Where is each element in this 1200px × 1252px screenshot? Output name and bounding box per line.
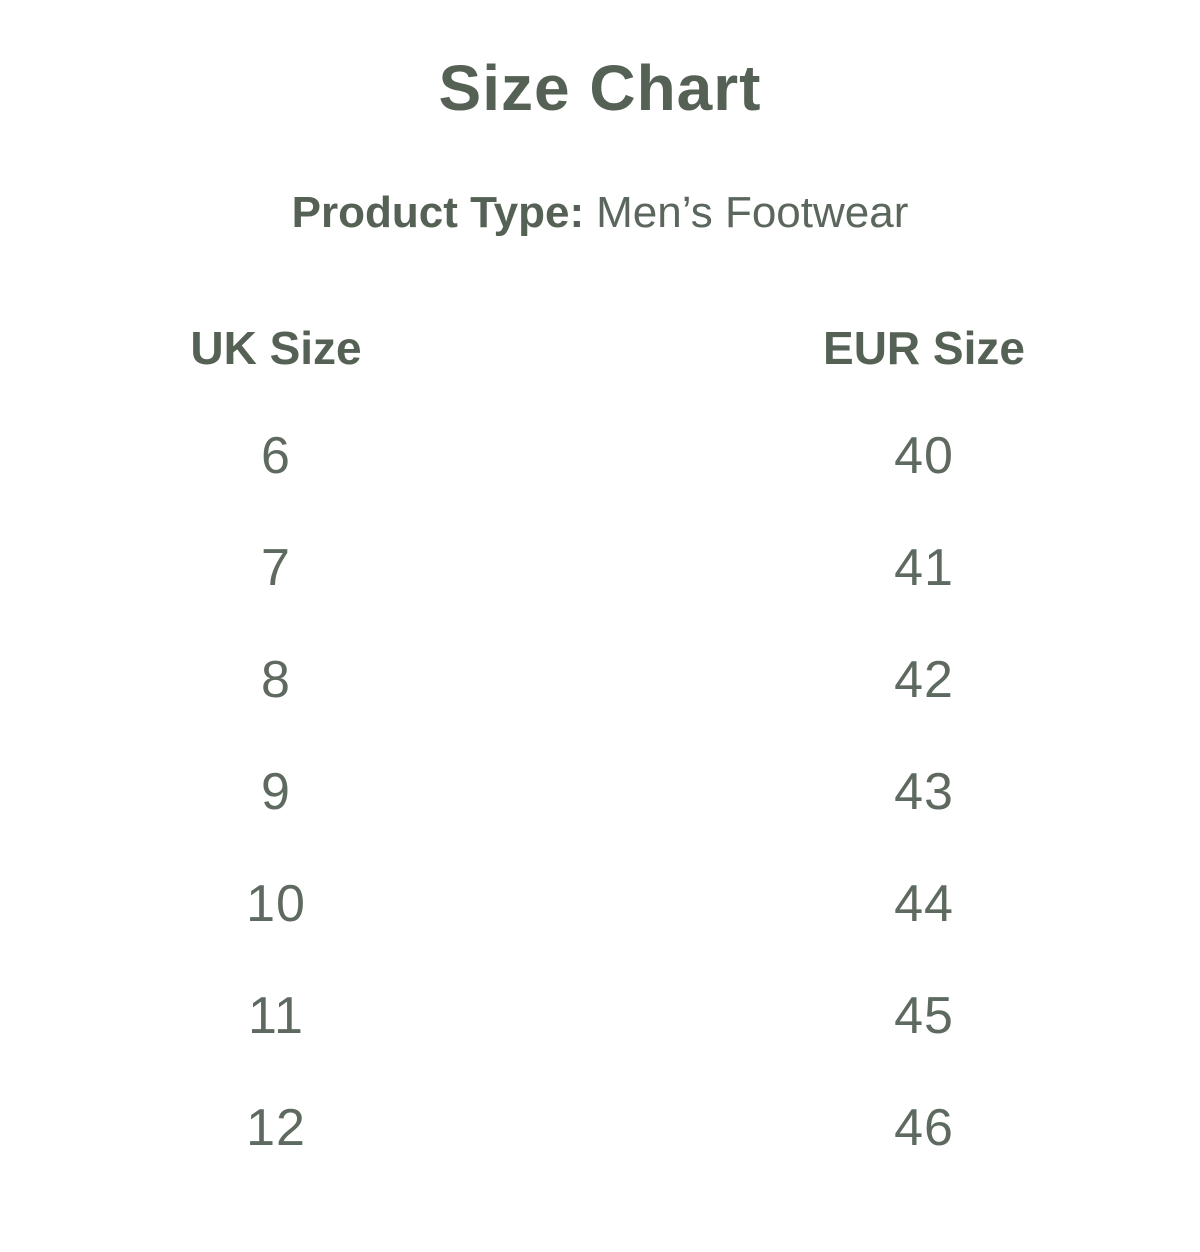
page-title: Size Chart	[438, 52, 762, 124]
eur-size-value: 45	[894, 987, 954, 1046]
eur-size-value: 41	[894, 539, 954, 598]
eur-size-value: 46	[894, 1099, 954, 1158]
eur-size-value: 43	[894, 763, 954, 822]
uk-size-value: 12	[246, 1099, 306, 1158]
size-table-header-row: UK Size EUR Size	[0, 318, 1200, 378]
table-row: 8 42	[0, 624, 1200, 736]
product-type-value: Men’s Footwear	[596, 187, 909, 237]
table-row: 12 46	[0, 1072, 1200, 1184]
size-chart-page: Size Chart Product Type: Men’s Footwear U…	[0, 52, 1200, 1184]
eur-size-value: 42	[894, 651, 954, 710]
eur-size-value: 44	[894, 875, 954, 934]
uk-size-value: 10	[246, 875, 306, 934]
table-row: 7 41	[0, 512, 1200, 624]
uk-size-value: 8	[261, 651, 291, 710]
table-row: 11 45	[0, 960, 1200, 1072]
column-header-uk-size: UK Size	[190, 322, 362, 375]
table-row: 10 44	[0, 848, 1200, 960]
table-row: 6 40	[0, 400, 1200, 512]
uk-size-value: 7	[261, 539, 291, 598]
eur-size-value: 40	[894, 427, 954, 486]
table-row: 9 43	[0, 736, 1200, 848]
column-header-eur-size: EUR Size	[823, 322, 1025, 375]
size-table-body: 6 40 7 41 8 42 9 43 10 44 11 45	[0, 400, 1200, 1184]
uk-size-value: 9	[261, 763, 291, 822]
product-type-line: Product Type: Men’s Footwear	[0, 188, 1200, 239]
uk-size-value: 6	[261, 427, 291, 486]
product-type-label: Product Type:	[291, 187, 585, 237]
uk-size-value: 11	[248, 987, 304, 1046]
size-table: UK Size EUR Size 6 40 7 41 8 42 9 43 10	[0, 318, 1200, 1184]
